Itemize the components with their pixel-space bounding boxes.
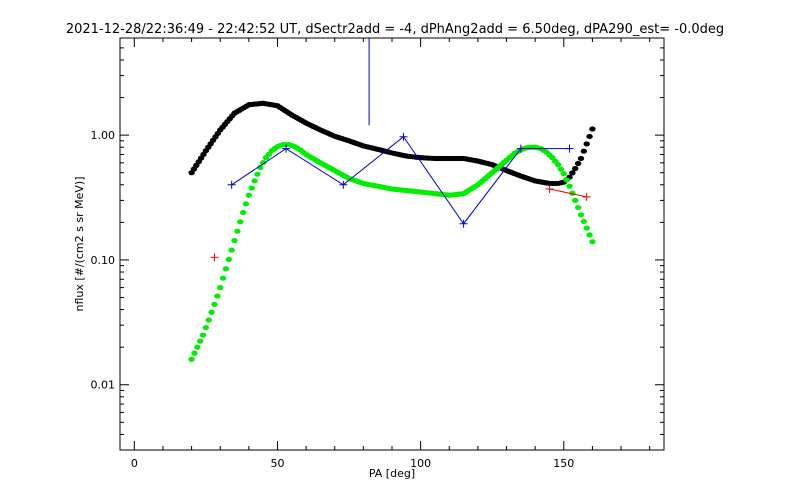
data-layer bbox=[188, 38, 596, 362]
data-line bbox=[549, 188, 587, 198]
curve-dot bbox=[586, 133, 593, 140]
curve-dot bbox=[251, 178, 258, 184]
curve-dot bbox=[196, 338, 204, 344]
curve-dot bbox=[245, 192, 253, 198]
curve-dot bbox=[560, 171, 567, 177]
x-tick-label: 0 bbox=[131, 457, 138, 470]
curve-dot bbox=[586, 232, 593, 238]
curve-dot bbox=[580, 218, 588, 225]
curve-dot bbox=[205, 317, 212, 323]
y-axis-label: nflux [#/(cm2 s sr MeV)] bbox=[73, 177, 86, 312]
curve-dot bbox=[237, 219, 244, 225]
curve-dot bbox=[259, 159, 267, 166]
series-1 bbox=[188, 141, 596, 362]
curve-dot bbox=[211, 301, 218, 308]
x-axis-label: PA [deg] bbox=[369, 467, 415, 480]
curve-dot bbox=[580, 148, 588, 154]
curve-dot bbox=[566, 183, 573, 189]
curve-dot bbox=[574, 160, 582, 167]
series-0 bbox=[188, 100, 596, 187]
curve-dot bbox=[228, 247, 235, 253]
data-point bbox=[565, 144, 574, 153]
curve-dot bbox=[583, 141, 590, 147]
y-tick-label: 0.10 bbox=[91, 254, 116, 267]
axes: 0 50 100 150 0.01 0.10 1.00 bbox=[91, 37, 664, 470]
curve-dot bbox=[254, 171, 261, 177]
curve-dot bbox=[572, 197, 579, 203]
curve-dot bbox=[188, 356, 195, 362]
curve-dot bbox=[577, 155, 585, 162]
curve-dot bbox=[589, 239, 596, 245]
curve-dot bbox=[583, 225, 590, 231]
data-point bbox=[582, 192, 591, 201]
x-tick-label: 100 bbox=[410, 457, 431, 470]
data-point bbox=[516, 144, 525, 153]
curve-dot bbox=[208, 309, 215, 315]
curve-dot bbox=[214, 293, 221, 299]
data-point bbox=[282, 144, 291, 153]
curve-dot bbox=[577, 212, 585, 218]
data-point bbox=[459, 219, 468, 228]
curve-dot bbox=[231, 238, 238, 244]
data-point bbox=[227, 180, 236, 189]
curve-dot bbox=[569, 170, 576, 176]
curve-dot bbox=[225, 256, 232, 262]
series-3 bbox=[210, 185, 591, 262]
y-tick-label: 0.01 bbox=[91, 379, 116, 392]
curve-dot bbox=[202, 324, 210, 331]
curve-dot bbox=[574, 204, 582, 211]
data-point bbox=[339, 180, 348, 189]
curve-dot bbox=[219, 275, 227, 281]
curve-dot bbox=[248, 185, 255, 191]
y-tick-label: 1.00 bbox=[91, 129, 116, 142]
curve-dot bbox=[239, 209, 247, 216]
curve-dot bbox=[589, 126, 596, 132]
data-point bbox=[210, 253, 219, 262]
curve-dot bbox=[242, 201, 250, 207]
curve-dot bbox=[199, 332, 207, 338]
x-tick-label: 50 bbox=[270, 457, 284, 470]
curve-dot bbox=[194, 344, 201, 350]
plot-frame bbox=[119, 37, 665, 451]
curve-dot bbox=[234, 228, 241, 234]
curve-dot bbox=[222, 266, 230, 272]
curve-dot bbox=[563, 177, 570, 183]
series-2 bbox=[227, 132, 574, 228]
curve-dot bbox=[557, 166, 565, 172]
curve-dot bbox=[191, 350, 198, 356]
curve-dot bbox=[554, 162, 562, 168]
chart-title: 2021-12-28/22:36:49 - 22:42:52 UT, dSect… bbox=[66, 22, 724, 37]
curve-dot bbox=[572, 165, 579, 172]
data-point bbox=[545, 185, 554, 194]
x-tick-label: 150 bbox=[553, 457, 574, 470]
data-point bbox=[399, 132, 408, 141]
curve-dot bbox=[217, 285, 224, 291]
